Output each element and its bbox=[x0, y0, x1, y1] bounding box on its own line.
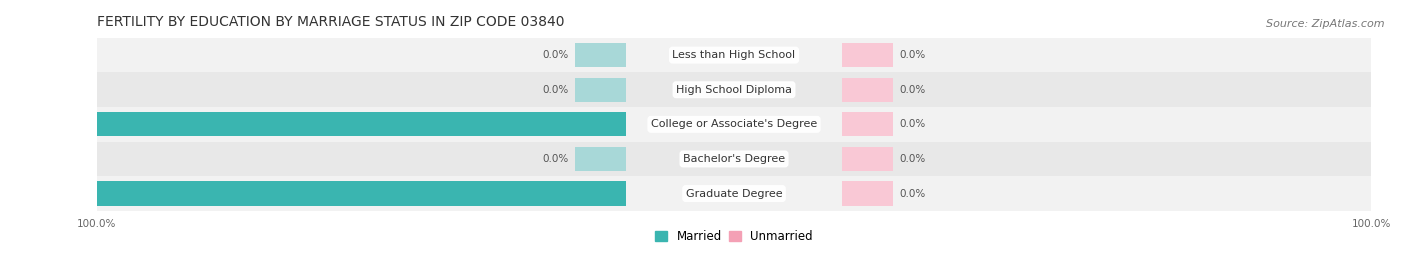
Text: 0.0%: 0.0% bbox=[900, 119, 927, 129]
Bar bbox=[97, 107, 1371, 142]
Bar bbox=[575, 43, 626, 67]
Text: College or Associate's Degree: College or Associate's Degree bbox=[651, 119, 817, 129]
Bar bbox=[842, 112, 893, 136]
Text: 0.0%: 0.0% bbox=[900, 85, 927, 95]
Text: Graduate Degree: Graduate Degree bbox=[686, 189, 782, 199]
Bar bbox=[575, 147, 626, 171]
Legend: Married, Unmarried: Married, Unmarried bbox=[651, 226, 817, 248]
Text: 0.0%: 0.0% bbox=[900, 50, 927, 60]
Bar bbox=[842, 182, 893, 206]
Bar bbox=[97, 72, 1371, 107]
Text: FERTILITY BY EDUCATION BY MARRIAGE STATUS IN ZIP CODE 03840: FERTILITY BY EDUCATION BY MARRIAGE STATU… bbox=[97, 15, 564, 29]
Text: Less than High School: Less than High School bbox=[672, 50, 796, 60]
Bar bbox=[0, 112, 626, 136]
Bar bbox=[842, 43, 893, 67]
Text: 0.0%: 0.0% bbox=[900, 189, 927, 199]
Bar bbox=[97, 142, 1371, 176]
Text: Source: ZipAtlas.com: Source: ZipAtlas.com bbox=[1267, 19, 1385, 29]
Bar bbox=[842, 147, 893, 171]
Text: 0.0%: 0.0% bbox=[900, 154, 927, 164]
Bar bbox=[97, 38, 1371, 72]
Text: 100.0%: 100.0% bbox=[1, 189, 45, 199]
Bar bbox=[97, 176, 1371, 211]
Text: 0.0%: 0.0% bbox=[543, 154, 568, 164]
Text: High School Diploma: High School Diploma bbox=[676, 85, 792, 95]
Text: 0.0%: 0.0% bbox=[543, 50, 568, 60]
Text: 0.0%: 0.0% bbox=[543, 85, 568, 95]
Text: 100.0%: 100.0% bbox=[1, 119, 45, 129]
Bar bbox=[842, 77, 893, 102]
Text: Bachelor's Degree: Bachelor's Degree bbox=[683, 154, 785, 164]
Bar bbox=[575, 77, 626, 102]
Bar bbox=[0, 182, 626, 206]
